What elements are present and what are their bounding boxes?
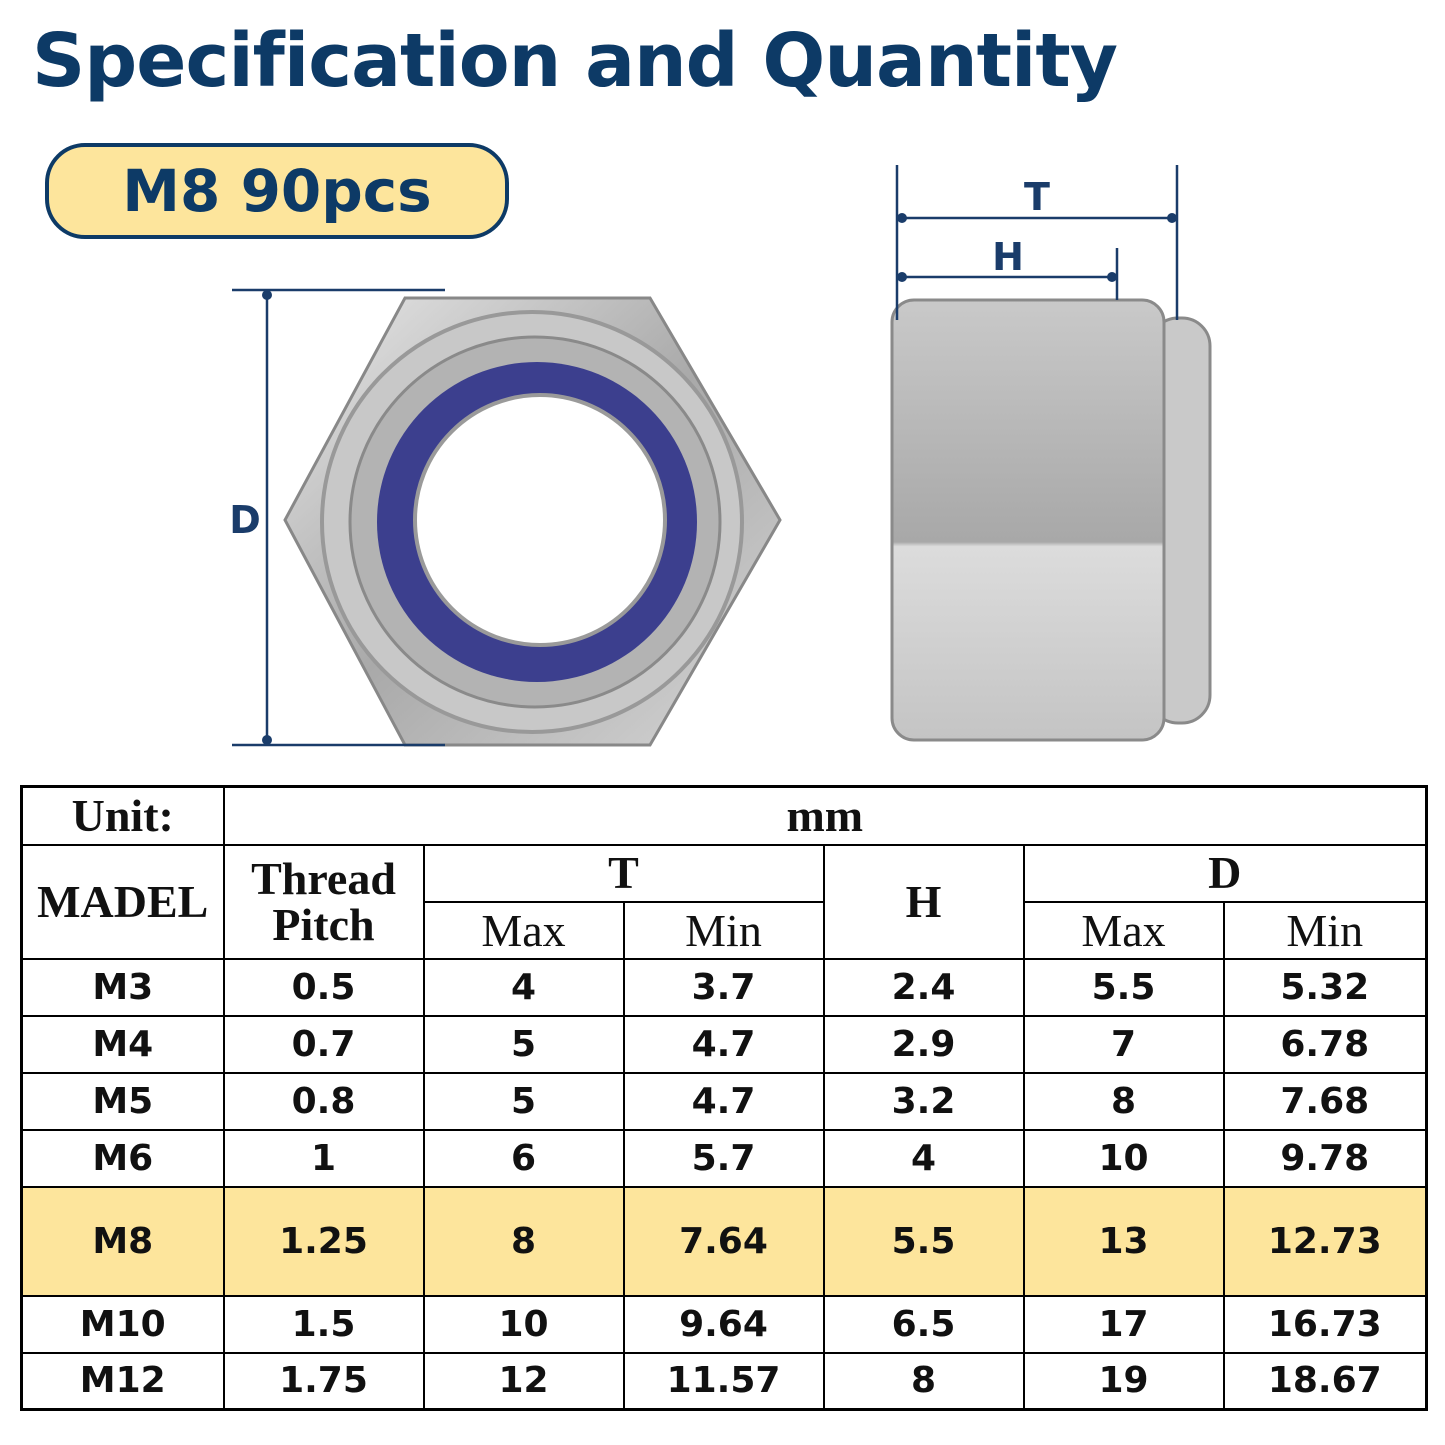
table-cell: 12.73 bbox=[1222, 1185, 1428, 1297]
table-cell: Min bbox=[1222, 900, 1428, 960]
table-cell: Max bbox=[422, 900, 625, 960]
table-cell: M8 bbox=[20, 1185, 225, 1297]
table-cell: 7.64 bbox=[622, 1185, 825, 1297]
table-row: M10 1.5 10 9.64 6.5 17 16.73 bbox=[20, 1294, 1428, 1354]
table-cell: 5 bbox=[422, 1014, 625, 1074]
table-row: M6 1 6 5.7 4 10 9.78 bbox=[20, 1128, 1428, 1188]
dimension-lines bbox=[232, 165, 1179, 747]
table-row: MADEL Thread Pitch T H D bbox=[20, 843, 1428, 960]
table-row: M4 0.7 5 4.7 2.9 7 6.78 bbox=[20, 1014, 1428, 1074]
spec-table: Unit: mm MADEL Thread Pitch T H D Max Min Max Min M… bbox=[20, 785, 1429, 1411]
table-cell: 18.67 bbox=[1222, 1351, 1428, 1411]
table-cell: 5.5 bbox=[1022, 957, 1225, 1017]
table-cell: T bbox=[422, 843, 825, 903]
dimension-label: H bbox=[992, 235, 1024, 279]
table-cell: 5 bbox=[422, 1071, 625, 1131]
table-cell: 4.7 bbox=[622, 1014, 825, 1074]
table-cell: 10 bbox=[422, 1294, 625, 1354]
table-cell: M4 bbox=[20, 1014, 225, 1074]
table-cell: M6 bbox=[20, 1128, 225, 1188]
table-cell: 1.75 bbox=[222, 1351, 425, 1411]
table-cell: 16.73 bbox=[1222, 1294, 1428, 1354]
table-cell: 6.5 bbox=[822, 1294, 1025, 1354]
table-cell: Max bbox=[1022, 900, 1225, 960]
table-cell: 3.7 bbox=[622, 957, 825, 1017]
front-nut bbox=[283, 296, 782, 747]
table-cell: 2.9 bbox=[822, 1014, 1025, 1074]
table-cell: 4 bbox=[422, 957, 625, 1017]
table-row: M5 0.8 5 4.7 3.2 8 7.68 bbox=[20, 1071, 1428, 1131]
title: Specification and Quantity bbox=[32, 18, 1118, 104]
table-row: M8 1.25 8 7.64 5.5 13 12.73 bbox=[20, 1185, 1428, 1297]
dimension-label: D bbox=[229, 498, 261, 542]
table-cell: 17 bbox=[1022, 1294, 1225, 1354]
table-cell: 19 bbox=[1022, 1351, 1225, 1411]
table-cell: mm bbox=[222, 785, 1428, 846]
dimension-label: T bbox=[1024, 175, 1050, 219]
table-cell: 12 bbox=[422, 1351, 625, 1411]
table-cell: M5 bbox=[20, 1071, 225, 1131]
table-cell: 4 bbox=[822, 1128, 1025, 1188]
table-cell: 0.5 bbox=[222, 957, 425, 1017]
table-row: M12 1.75 12 11.57 8 19 18.67 bbox=[20, 1351, 1428, 1411]
table-cell: M10 bbox=[20, 1294, 225, 1354]
table-cell: 8 bbox=[822, 1351, 1025, 1411]
table-cell: 4.7 bbox=[622, 1071, 825, 1131]
table-cell: 1.25 bbox=[222, 1185, 425, 1297]
side-nut bbox=[890, 298, 1212, 742]
table-cell: Unit: bbox=[20, 785, 225, 846]
table-cell: 2.4 bbox=[822, 957, 1025, 1017]
table-cell: 5.7 bbox=[622, 1128, 825, 1188]
table-cell: 7 bbox=[1022, 1014, 1225, 1074]
table-row: M3 0.5 4 3.7 2.4 5.5 5.32 bbox=[20, 957, 1428, 1017]
table-cell: 0.7 bbox=[222, 1014, 425, 1074]
table-cell: M3 bbox=[20, 957, 225, 1017]
table-cell: 6.78 bbox=[1222, 1014, 1428, 1074]
table-cell: 13 bbox=[1022, 1185, 1225, 1297]
table-cell: 9.78 bbox=[1222, 1128, 1428, 1188]
table-cell: 9.64 bbox=[622, 1294, 825, 1354]
table-cell: M12 bbox=[20, 1351, 225, 1411]
table-cell: 7.68 bbox=[1222, 1071, 1428, 1131]
dimension-ends bbox=[262, 213, 1177, 745]
table-cell: 5.5 bbox=[822, 1185, 1025, 1297]
table-row: Unit: mm bbox=[20, 785, 1428, 846]
table-cell: 1 bbox=[222, 1128, 425, 1188]
table-cell: 6 bbox=[422, 1128, 625, 1188]
table-cell: 11.57 bbox=[622, 1351, 825, 1411]
table-cell: 5.32 bbox=[1222, 957, 1428, 1017]
table-cell: MADEL bbox=[20, 843, 225, 960]
table-cell: 8 bbox=[422, 1185, 625, 1297]
table-cell: 0.8 bbox=[222, 1071, 425, 1131]
quantity-badge: M8 90pcs bbox=[45, 143, 509, 239]
table-cell: 10 bbox=[1022, 1128, 1225, 1188]
table-cell: Min bbox=[622, 900, 825, 960]
table-cell: 8 bbox=[1022, 1071, 1225, 1131]
table-cell: 3.2 bbox=[822, 1071, 1025, 1131]
product-illustration: T H D bbox=[229, 165, 1212, 747]
table-row: Max Min Max Min bbox=[22, 900, 1428, 960]
table-cell: Thread Pitch bbox=[222, 843, 425, 960]
table-cell: 1.5 bbox=[222, 1294, 425, 1354]
table-cell: D bbox=[1022, 843, 1428, 903]
table-cell: H bbox=[822, 843, 1025, 960]
